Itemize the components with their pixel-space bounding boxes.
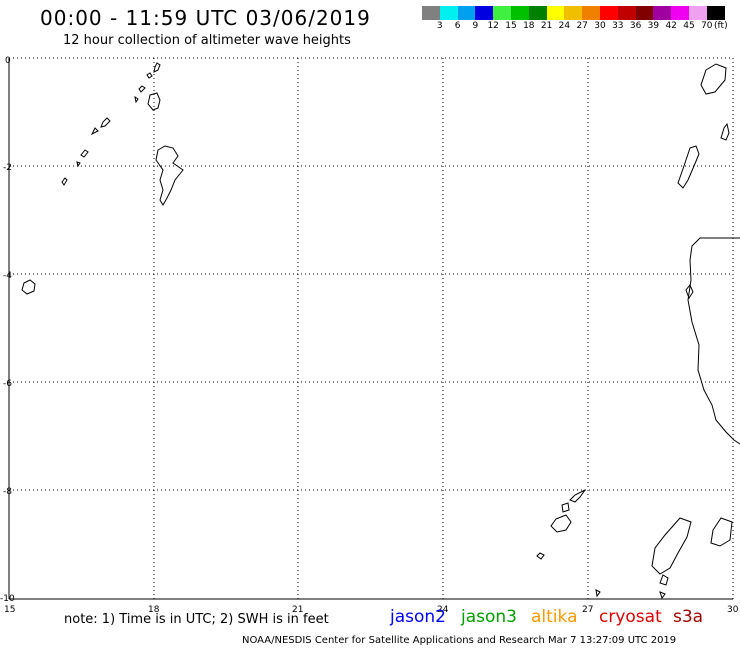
island-outline bbox=[80, 149, 89, 158]
island-outline bbox=[147, 92, 161, 111]
scale-label: 70 bbox=[701, 21, 713, 31]
scale-swatch bbox=[706, 6, 725, 20]
grid-lines bbox=[9, 57, 734, 599]
island-outline bbox=[677, 145, 700, 189]
y-tick-label: -8 bbox=[3, 487, 12, 497]
island-outline bbox=[720, 122, 730, 141]
y-tick-label: -2 bbox=[3, 163, 12, 173]
island-outline bbox=[561, 502, 570, 513]
scale-label: 30 bbox=[594, 21, 606, 31]
scale-label: 9 bbox=[472, 21, 479, 31]
island-outline bbox=[61, 177, 68, 186]
island-outline bbox=[138, 85, 146, 93]
island-outline bbox=[700, 63, 727, 95]
x-tick-label: 27 bbox=[582, 605, 593, 615]
island-outline bbox=[659, 591, 666, 600]
scale-swatch bbox=[422, 6, 440, 20]
scale-swatch bbox=[528, 6, 547, 20]
x-tick-label: 18 bbox=[148, 605, 160, 615]
scale-label: 33 bbox=[612, 21, 624, 31]
y-tick-label: -10 bbox=[0, 594, 15, 604]
footer-note: note: 1) Time is in UTC; 2) SWH is in fe… bbox=[64, 612, 329, 627]
scale-label: 18 bbox=[523, 21, 535, 31]
scale-swatch bbox=[671, 6, 689, 20]
y-tick-label: 0 bbox=[5, 56, 11, 66]
scale-swatch bbox=[546, 6, 565, 20]
map-subtitle: 12 hour collection of altimeter wave hei… bbox=[63, 33, 351, 48]
island-outline bbox=[21, 279, 36, 295]
scale-label: 21 bbox=[540, 21, 553, 31]
scale-swatch bbox=[439, 6, 458, 20]
island-outline bbox=[100, 117, 111, 128]
scale-swatch bbox=[653, 6, 672, 20]
island-outline bbox=[76, 161, 81, 168]
scale-label: 36 bbox=[629, 21, 642, 31]
island-outline bbox=[155, 145, 184, 206]
scale-swatch bbox=[582, 6, 600, 20]
y-tick-label: -4 bbox=[3, 271, 12, 281]
color-scale-labels: 3 6 9 12 15 18 21 24 27 30 33 36 39 42 45 70 (ft) bbox=[422, 20, 728, 34]
island-outline bbox=[90, 127, 99, 136]
scale-label: 6 bbox=[454, 21, 461, 31]
scale-label: 12 bbox=[487, 21, 499, 31]
x-tick-label: 21 bbox=[292, 605, 303, 615]
x-tick-label: 30 bbox=[727, 605, 739, 615]
satellite-label-altika: altika bbox=[531, 607, 578, 627]
scale-swatch bbox=[688, 6, 707, 20]
scale-swatch bbox=[493, 6, 511, 20]
scale-label: 27 bbox=[576, 21, 588, 31]
island-outline bbox=[134, 95, 139, 104]
satellite-label-jason2: jason2 bbox=[390, 607, 446, 627]
island-outline bbox=[659, 574, 669, 586]
scale-unit-label: (ft) bbox=[714, 21, 728, 31]
island-outline bbox=[651, 517, 692, 575]
credit-line: NOAA/NESDIS Center for Satellite Applica… bbox=[242, 635, 677, 646]
island-outline bbox=[685, 284, 694, 300]
scale-label: 3 bbox=[436, 21, 443, 31]
island-outline bbox=[710, 517, 733, 547]
scale-swatch bbox=[510, 6, 529, 20]
scale-label: 39 bbox=[647, 21, 660, 31]
scale-label: 45 bbox=[683, 21, 695, 31]
map-title: 00:00 - 11:59 UTC 03/06/2019 bbox=[40, 6, 371, 30]
scale-label: 42 bbox=[665, 21, 677, 31]
satellite-label-jason3: jason3 bbox=[461, 607, 517, 627]
coastlines bbox=[21, 62, 740, 600]
island-outline bbox=[595, 589, 601, 598]
scale-label: 24 bbox=[558, 21, 571, 31]
satellite-label-cryosat: cryosat bbox=[599, 607, 662, 627]
scale-swatch bbox=[617, 6, 636, 20]
satellite-label-s3a: s3a bbox=[673, 607, 704, 627]
coastline-mainland-east bbox=[687, 237, 740, 445]
island-outline bbox=[569, 489, 586, 503]
scale-swatch bbox=[635, 6, 654, 20]
scale-swatch bbox=[564, 6, 583, 20]
x-tick-label: 15 bbox=[4, 605, 15, 615]
scale-swatch bbox=[599, 6, 618, 20]
x-tick-label: 24 bbox=[437, 605, 449, 615]
scale-swatch bbox=[457, 6, 476, 20]
scale-label: 15 bbox=[505, 21, 517, 31]
island-outline bbox=[153, 62, 161, 73]
island-outline bbox=[146, 72, 153, 79]
island-outline bbox=[550, 514, 572, 533]
wave-height-color-scale: 3 6 9 12 15 18 21 24 27 30 33 36 39 42 45 70 (ft) bbox=[422, 6, 728, 34]
y-tick-label: -6 bbox=[3, 379, 12, 389]
scale-swatch bbox=[475, 6, 494, 20]
island-outline bbox=[536, 552, 545, 560]
color-scale-bar bbox=[422, 6, 725, 20]
